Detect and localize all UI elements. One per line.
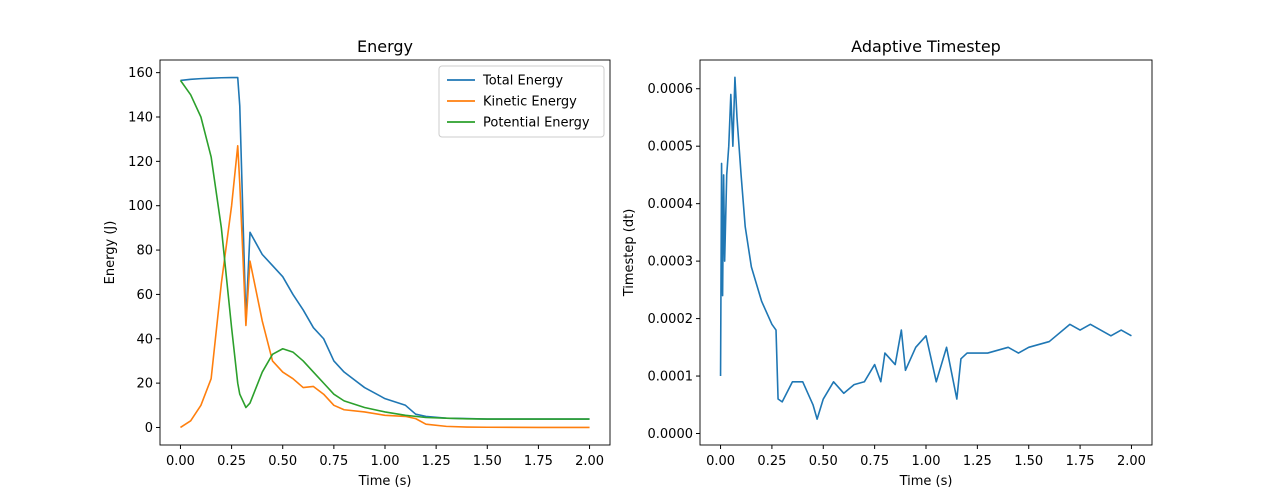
x-tick-label: 0.25 (757, 454, 786, 469)
x-axis-label: Time (s) (358, 474, 412, 489)
x-tick-label: 1.25 (422, 454, 451, 469)
y-tick-label: 0.0004 (648, 197, 694, 212)
y-tick-label: 100 (128, 199, 153, 214)
y-tick-label: 0 (145, 421, 153, 436)
y-tick-label: 40 (136, 332, 153, 347)
x-tick-label: 1.50 (1014, 454, 1043, 469)
y-tick-label: 120 (128, 155, 153, 170)
y-tick-label: 0.0001 (648, 370, 694, 385)
x-tick-label: 0.00 (706, 454, 735, 469)
y-tick-label: 140 (128, 110, 153, 125)
x-tick-label: 0.75 (860, 454, 889, 469)
x-tick-label: 1.00 (912, 454, 941, 469)
x-tick-label: 2.00 (1117, 454, 1146, 469)
y-tick-label: 160 (128, 66, 153, 81)
series-line (719, 76, 1132, 420)
y-tick-label: 20 (136, 377, 153, 392)
x-tick-label: 1.75 (1066, 454, 1095, 469)
x-tick-label: 0.75 (319, 454, 348, 469)
chart-title: Energy (357, 37, 413, 56)
y-tick-label: 0.0002 (648, 312, 694, 327)
legend-frame (438, 65, 605, 138)
legend-label: Potential Energy (483, 116, 590, 131)
x-tick-label: 1.75 (524, 454, 553, 469)
y-axis-label: Energy (J) (103, 221, 118, 285)
legend-label: Kinetic Energy (483, 95, 577, 110)
y-tick-label: 0.0005 (648, 140, 694, 155)
x-tick-label: 2.00 (575, 454, 604, 469)
y-axis-label: Timestep (dt) (622, 209, 637, 298)
axes: 0.00 0.25 0.50 0.75 1.00 1.25 1.50 1.75 2.00 0.00… (622, 37, 1153, 489)
axes-frame (159, 59, 611, 446)
axes-frame (699, 59, 1153, 446)
y-tick-label: 0.0006 (648, 82, 694, 97)
legend: Total Energy Kinetic Energy Potential Ener… (438, 65, 605, 138)
y-tick-label: 80 (136, 244, 153, 259)
chart-title: Adaptive Timestep (851, 37, 1001, 56)
x-tick-label: 0.25 (217, 454, 246, 469)
x-axis-label: Time (s) (899, 474, 953, 489)
legend-label: Total Energy (482, 74, 563, 89)
series-line (179, 79, 590, 420)
axes: 0.00 0.25 0.50 0.75 1.00 1.25 1.50 1.75 2.00 0 20 4… (103, 37, 611, 489)
series-line (180, 145, 590, 429)
x-tick-label: 0.50 (268, 454, 297, 469)
y-tick-label: 0.0000 (648, 427, 694, 442)
y-tick-label: 0.0003 (648, 255, 694, 270)
x-tick-label: 1.50 (473, 454, 502, 469)
y-tick-label: 60 (136, 288, 153, 303)
x-tick-label: 0.50 (809, 454, 838, 469)
x-tick-label: 1.25 (963, 454, 992, 469)
x-tick-label: 1.00 (371, 454, 400, 469)
x-tick-label: 0.00 (166, 454, 195, 469)
